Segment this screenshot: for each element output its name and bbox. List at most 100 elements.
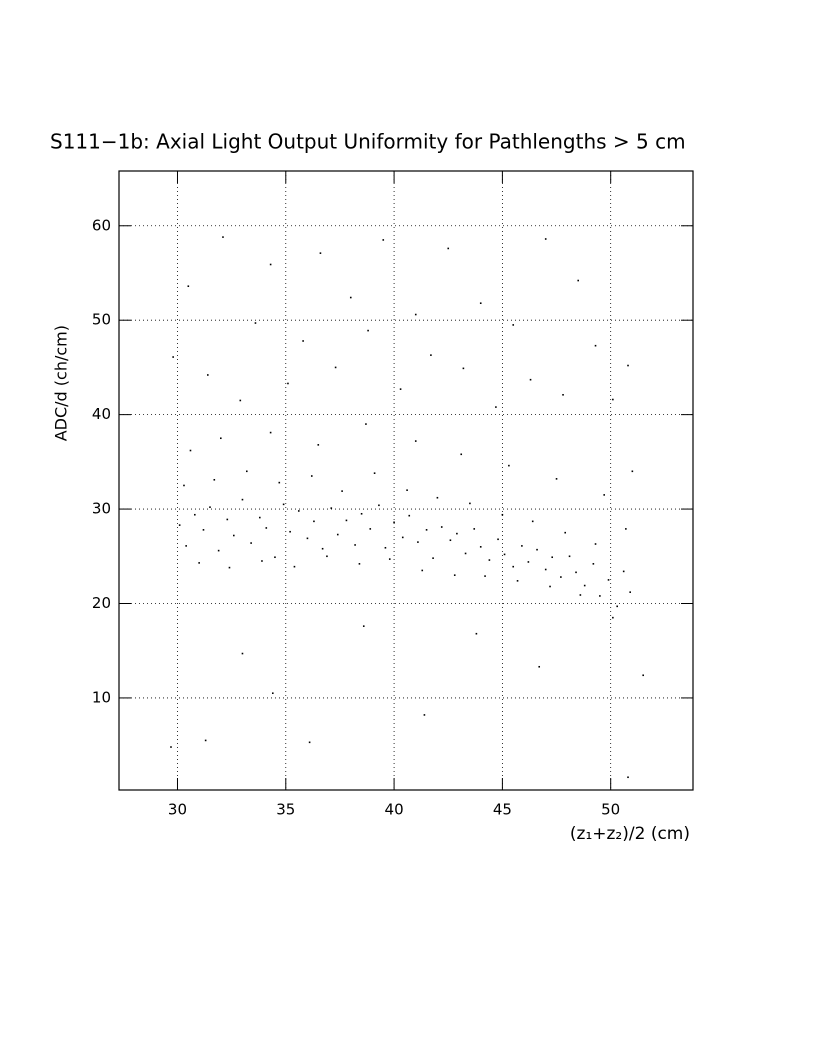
point xyxy=(436,496,439,499)
point xyxy=(521,545,523,547)
point xyxy=(529,378,532,381)
point xyxy=(512,324,515,326)
point xyxy=(622,570,625,573)
point xyxy=(239,399,242,402)
point xyxy=(204,739,207,742)
point xyxy=(469,502,471,505)
point xyxy=(341,490,343,492)
point xyxy=(456,532,458,535)
point xyxy=(430,354,432,356)
point xyxy=(254,322,257,324)
point xyxy=(213,478,216,481)
point xyxy=(488,559,491,561)
point xyxy=(406,489,408,491)
point xyxy=(183,484,185,487)
y-tick-label: 40 xyxy=(92,405,111,423)
point xyxy=(408,514,411,517)
point xyxy=(388,558,391,560)
point xyxy=(226,518,229,521)
point xyxy=(282,503,285,506)
point xyxy=(330,507,333,509)
point xyxy=(453,574,456,576)
point xyxy=(462,367,465,370)
point xyxy=(501,513,504,516)
point xyxy=(354,544,356,546)
point xyxy=(583,584,586,587)
point xyxy=(447,247,450,250)
point xyxy=(365,423,367,425)
point xyxy=(198,562,200,564)
point xyxy=(568,555,571,558)
point xyxy=(217,549,220,552)
point xyxy=(538,665,541,668)
point xyxy=(575,571,577,574)
point xyxy=(306,537,309,540)
point xyxy=(464,552,467,555)
point xyxy=(261,560,263,562)
point xyxy=(527,561,530,563)
x-tick-label: 35 xyxy=(276,801,295,819)
point xyxy=(627,364,629,367)
point xyxy=(564,531,567,534)
x-tick-label: 45 xyxy=(493,801,512,819)
point xyxy=(425,529,428,531)
point xyxy=(497,538,499,541)
point xyxy=(189,449,192,452)
point xyxy=(360,512,363,515)
point xyxy=(401,536,404,539)
point xyxy=(414,313,417,316)
point xyxy=(185,545,187,547)
point xyxy=(508,464,510,467)
point xyxy=(607,579,610,581)
point xyxy=(612,398,614,401)
point xyxy=(367,329,369,332)
point xyxy=(625,528,627,530)
y-tick-label: 50 xyxy=(92,311,111,329)
point xyxy=(241,652,244,655)
point xyxy=(642,674,644,677)
point xyxy=(308,741,311,744)
point xyxy=(551,556,554,559)
y-axis-label: ADC/d (ch/cm) xyxy=(52,325,71,441)
point xyxy=(241,498,244,501)
y-tick-label: 10 xyxy=(92,688,111,706)
x-tick-label: 50 xyxy=(601,801,620,819)
point xyxy=(265,527,268,529)
point xyxy=(417,541,419,543)
point xyxy=(172,356,174,358)
point xyxy=(319,252,322,254)
point xyxy=(271,692,274,695)
point xyxy=(334,366,337,369)
point xyxy=(393,521,395,524)
point xyxy=(194,513,196,516)
point xyxy=(258,516,261,519)
point xyxy=(562,394,564,396)
point xyxy=(421,569,424,572)
point xyxy=(531,520,534,523)
point xyxy=(321,547,324,550)
point xyxy=(592,563,595,565)
point xyxy=(297,510,300,512)
point xyxy=(440,526,443,528)
point xyxy=(245,470,248,473)
point xyxy=(503,553,506,556)
point xyxy=(603,494,605,496)
point xyxy=(317,444,320,446)
point xyxy=(479,302,482,305)
point xyxy=(336,533,339,536)
point xyxy=(269,431,272,434)
point xyxy=(544,238,547,240)
point xyxy=(384,546,387,549)
point xyxy=(479,546,482,548)
point xyxy=(207,374,209,376)
point xyxy=(516,580,519,582)
x-tick-label: 40 xyxy=(385,801,404,819)
point xyxy=(599,595,601,597)
point xyxy=(594,344,597,347)
point xyxy=(209,506,211,508)
plot-frame xyxy=(118,170,694,791)
x-tick-label: 30 xyxy=(168,801,187,819)
point xyxy=(512,565,515,568)
point xyxy=(414,440,417,442)
point xyxy=(555,478,558,480)
